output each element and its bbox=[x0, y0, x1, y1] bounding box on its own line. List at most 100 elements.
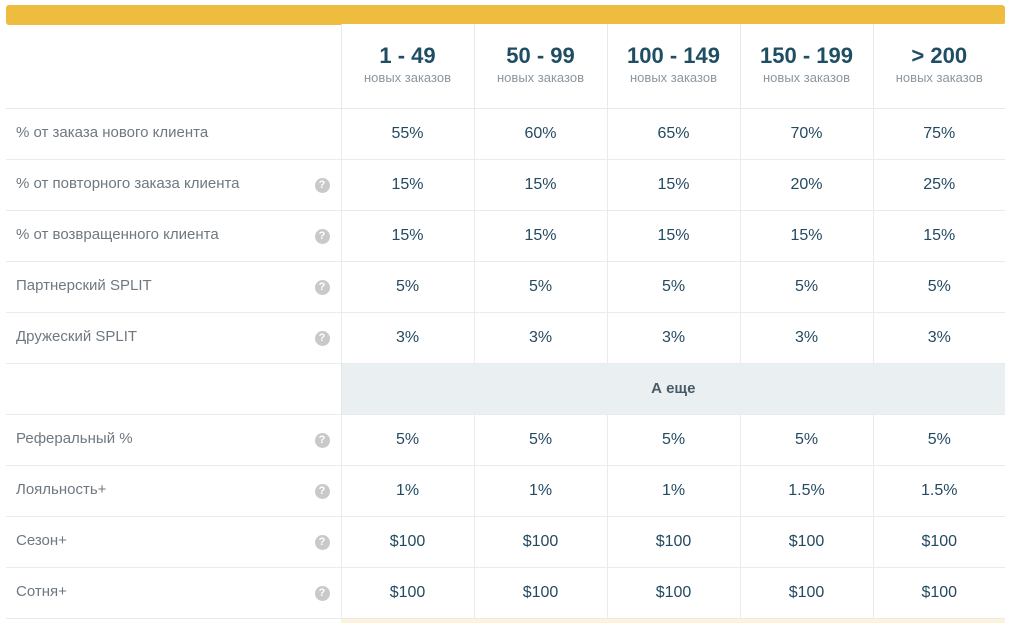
tier-range: > 200 bbox=[911, 43, 968, 68]
row-label-text: Сезон+ bbox=[16, 531, 67, 549]
tier-range: 50 - 99 bbox=[506, 43, 575, 68]
table-cell: 3% bbox=[606, 312, 740, 364]
help-icon[interactable]: ? bbox=[314, 483, 330, 499]
tier-subtitle: новых заказов bbox=[895, 70, 983, 85]
row-label: Партнерский SPLIT? bbox=[6, 261, 341, 313]
tier-subtitle: новых заказов bbox=[497, 70, 584, 85]
table-row: Сотня+? $100 $100 $100 $100 $100 bbox=[6, 567, 1005, 619]
table-row: % от повторного заказа клиента? 15% 15% 15%… bbox=[6, 159, 1005, 211]
table-cell: 15% bbox=[473, 210, 607, 262]
table-cell: 5% bbox=[340, 414, 474, 466]
table-cell: 15% bbox=[739, 210, 873, 262]
table-cell: 15% bbox=[473, 159, 607, 211]
header-corner bbox=[6, 24, 341, 109]
table-row: Реферальный %? 5% 5% 5% 5% 5% bbox=[6, 414, 1005, 466]
row-label: % от возвращенного клиента? bbox=[6, 210, 341, 262]
table-cell: 70% bbox=[739, 108, 873, 160]
tier-header-2: 50 - 99 новых заказов bbox=[473, 24, 607, 109]
bottom-edge bbox=[341, 619, 1005, 623]
table-cell: $100 bbox=[739, 516, 873, 568]
table-cell: 5% bbox=[739, 414, 873, 466]
tier-subtitle: новых заказов bbox=[364, 70, 451, 85]
table-cell: 3% bbox=[340, 312, 474, 364]
table-row: % от заказа нового клиента 55% 60% 65% 70% 75… bbox=[6, 108, 1005, 160]
table-cell: 3% bbox=[872, 312, 1005, 364]
tier-header-row: 1 - 49 новых заказов 50 - 99 новых заказов… bbox=[6, 24, 1005, 109]
table-cell: 15% bbox=[872, 210, 1005, 262]
row-label: Сезон+? bbox=[6, 516, 341, 568]
tier-header-4: 150 - 199 новых заказов bbox=[739, 24, 873, 109]
table-cell: 15% bbox=[340, 159, 474, 211]
table-row: % от возвращенного клиента? 15% 15% 15% 15% 1… bbox=[6, 210, 1005, 262]
tier-range: 100 - 149 bbox=[627, 43, 720, 68]
table-cell: 3% bbox=[739, 312, 873, 364]
table-row: Партнерский SPLIT? 5% 5% 5% 5% 5% bbox=[6, 261, 1005, 313]
tier-header-5: > 200 новых заказов bbox=[872, 24, 1005, 109]
help-icon[interactable]: ? bbox=[314, 534, 330, 550]
row-label-text: Дружеский SPLIT bbox=[16, 327, 138, 345]
table-cell: 60% bbox=[473, 108, 607, 160]
help-icon[interactable]: ? bbox=[314, 228, 330, 244]
table-cell: 20% bbox=[739, 159, 873, 211]
table-cell: 1.5% bbox=[739, 465, 873, 517]
help-icon[interactable]: ? bbox=[314, 585, 330, 601]
table-cell: $100 bbox=[739, 567, 873, 619]
table-cell: 5% bbox=[340, 261, 474, 313]
table-cell: 15% bbox=[340, 210, 474, 262]
table-row: Лояльность+? 1% 1% 1% 1.5% 1.5% bbox=[6, 465, 1005, 517]
table-cell: 1.5% bbox=[872, 465, 1005, 517]
row-label-text: % от заказа нового клиента bbox=[16, 123, 209, 141]
help-icon[interactable]: ? bbox=[314, 432, 330, 448]
table-cell: $100 bbox=[872, 567, 1005, 619]
main-rows: % от заказа нового клиента 55% 60% 65% 70% 75… bbox=[6, 108, 1005, 364]
table-cell: 5% bbox=[606, 414, 740, 466]
table-cell: 25% bbox=[872, 159, 1005, 211]
row-label-text: % от повторного заказа клиента bbox=[16, 174, 240, 192]
row-label: Дружеский SPLIT? bbox=[6, 312, 341, 364]
table-cell: 3% bbox=[473, 312, 607, 364]
section-row: А еще bbox=[6, 363, 1005, 415]
extra-rows: Реферальный %? 5% 5% 5% 5% 5% Лояльность+? 1% 1%… bbox=[6, 414, 1005, 619]
table-cell: $100 bbox=[606, 567, 740, 619]
row-label: Реферальный %? bbox=[6, 414, 341, 466]
help-icon[interactable]: ? bbox=[314, 177, 330, 193]
table-row: Дружеский SPLIT? 3% 3% 3% 3% 3% bbox=[6, 312, 1005, 364]
section-title: А еще bbox=[340, 363, 1005, 415]
table-cell: $100 bbox=[340, 567, 474, 619]
table-cell: 75% bbox=[872, 108, 1005, 160]
table-cell: 5% bbox=[872, 414, 1005, 466]
tier-header-3: 100 - 149 новых заказов bbox=[606, 24, 740, 109]
row-label: % от повторного заказа клиента? bbox=[6, 159, 341, 211]
row-label: Лояльность+? bbox=[6, 465, 341, 517]
row-label-text: Реферальный % bbox=[16, 429, 133, 447]
row-label-text: Сотня+ bbox=[16, 582, 67, 600]
table-cell: 1% bbox=[606, 465, 740, 517]
row-label: % от заказа нового клиента bbox=[6, 108, 341, 160]
row-label-text: Лояльность+ bbox=[16, 480, 107, 498]
table-cell: 5% bbox=[739, 261, 873, 313]
table-cell: 5% bbox=[606, 261, 740, 313]
table-row: Сезон+? $100 $100 $100 $100 $100 bbox=[6, 516, 1005, 568]
tier-range: 1 - 49 bbox=[379, 43, 436, 68]
tier-subtitle: новых заказов bbox=[763, 70, 850, 85]
tier-subtitle: новых заказов bbox=[630, 70, 717, 85]
help-icon[interactable]: ? bbox=[314, 279, 330, 295]
table-cell: 5% bbox=[473, 414, 607, 466]
row-label-text: Партнерский SPLIT bbox=[16, 276, 152, 294]
tier-header-1: 1 - 49 новых заказов bbox=[340, 24, 474, 109]
help-icon[interactable]: ? bbox=[314, 330, 330, 346]
commission-table: 1 - 49 новых заказов 50 - 99 новых заказов… bbox=[6, 24, 1005, 619]
table-cell: $100 bbox=[340, 516, 474, 568]
tier-range: 150 - 199 bbox=[760, 43, 853, 68]
table-cell: 55% bbox=[340, 108, 474, 160]
table-cell: 15% bbox=[606, 159, 740, 211]
row-label-text: % от возвращенного клиента bbox=[16, 225, 219, 243]
table-cell: 15% bbox=[606, 210, 740, 262]
table-cell: $100 bbox=[473, 567, 607, 619]
section-spacer bbox=[6, 363, 341, 415]
table-cell: $100 bbox=[872, 516, 1005, 568]
table-cell: $100 bbox=[606, 516, 740, 568]
table-cell: 65% bbox=[606, 108, 740, 160]
table-cell: $100 bbox=[473, 516, 607, 568]
table-cell: 5% bbox=[473, 261, 607, 313]
